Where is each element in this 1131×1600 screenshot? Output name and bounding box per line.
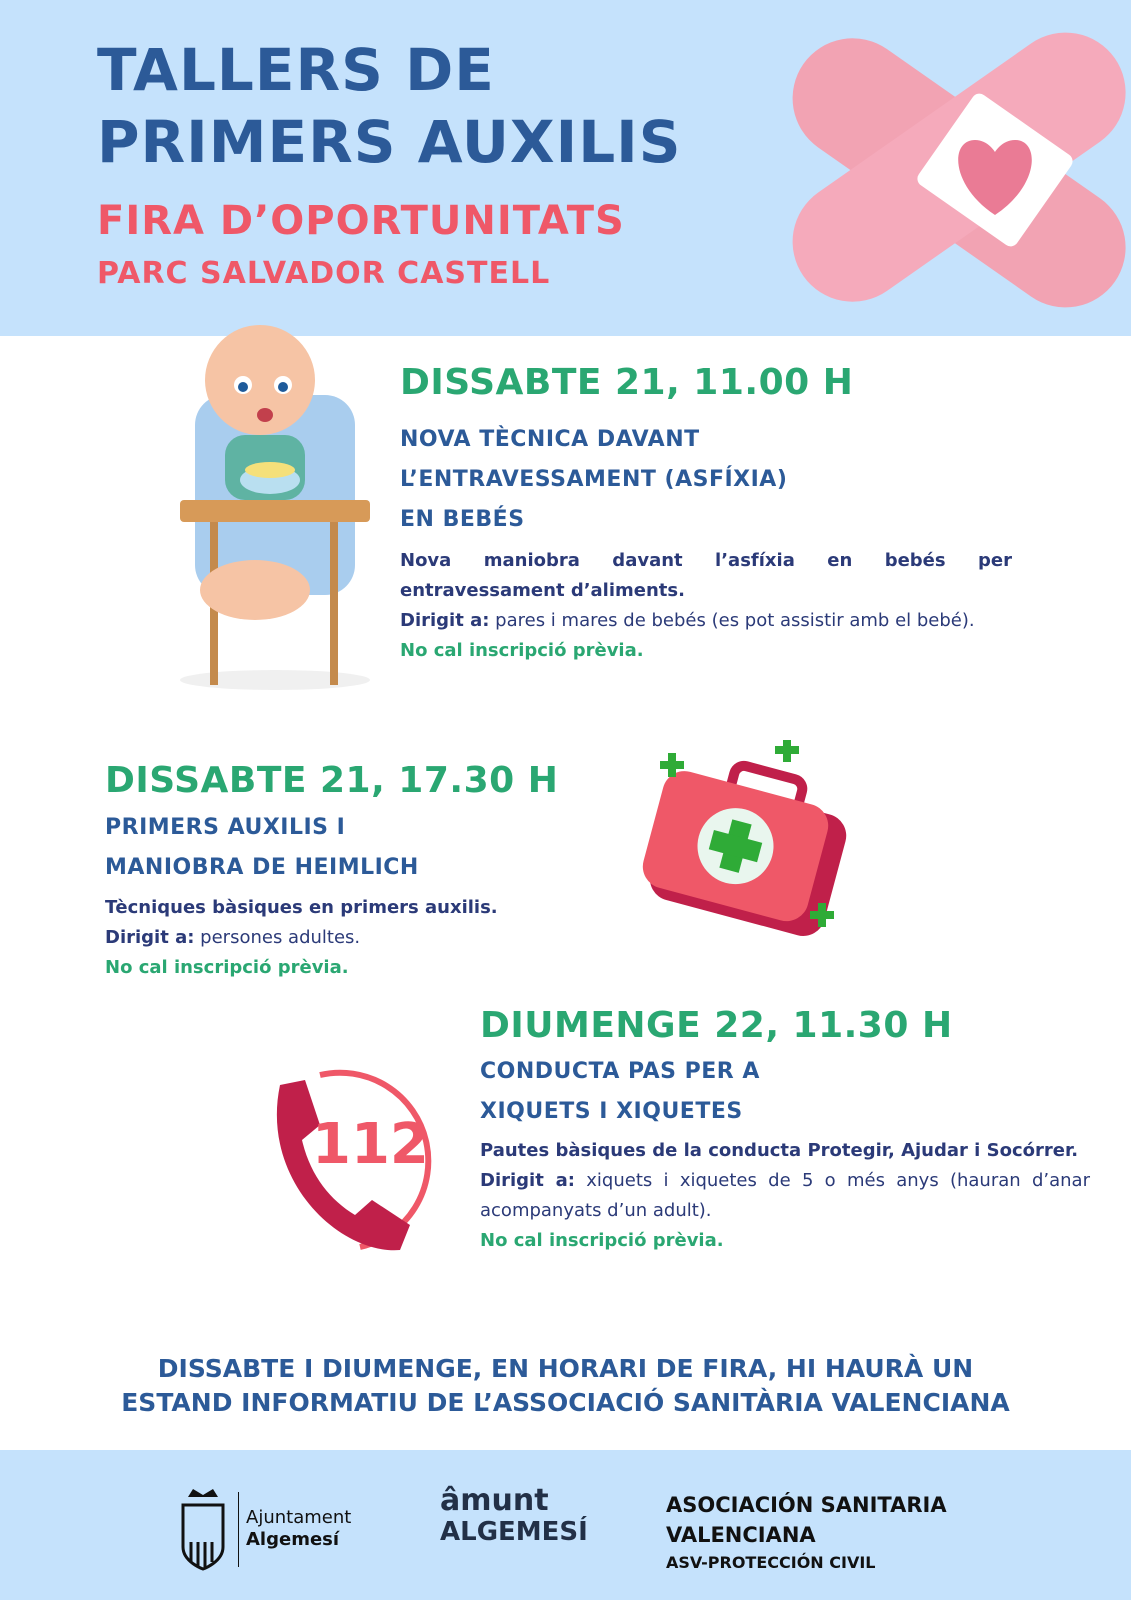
description: Nova maniobra davant l’asfíxia en bebés … [400, 550, 1012, 601]
logo-text: ALGEMESÍ [440, 1517, 588, 1547]
audience-label: Dirigit a: [105, 927, 195, 948]
description: Tècniques bàsiques en primers auxilis. [105, 897, 498, 918]
workshop-2-title: PRIMERS AUXILIS I MANIOBRA DE HEIMLICH [105, 808, 419, 888]
workshop-1-description: Nova maniobra davant l’asfíxia en bebés … [400, 546, 1012, 666]
workshop-1-date: DISSABTE 21, 11.00 H [400, 362, 854, 403]
baby-highchair-icon [180, 325, 370, 690]
audience-label: Dirigit a: [400, 610, 490, 631]
footer: Ajuntament Algemesí âmunt ALGEMESÍ ASOCI… [0, 1450, 1131, 1600]
audience-label: Dirigit a: [480, 1170, 575, 1191]
title-line: NOVA TÈCNICA DAVANT [400, 427, 700, 452]
logo-text: VALENCIANA [666, 1523, 816, 1547]
audience: pares i mares de bebés (es pot assistir … [495, 610, 975, 631]
coat-of-arms-icon [181, 1489, 225, 1571]
title-line: MANIOBRA DE HEIMLICH [105, 855, 419, 880]
registration-note: No cal inscripció prèvia. [480, 1230, 724, 1251]
phone-112-icon: 112 [250, 1060, 450, 1260]
audience: persones adultes. [200, 927, 361, 948]
subtitle: FIRA D’OPORTUNITATS [97, 198, 625, 244]
audience: xiquets i xiquetes de 5 o més anys (haur… [480, 1170, 1090, 1221]
description: Pautes bàsiques de la conducta Protegir,… [480, 1140, 1079, 1161]
bandage-icon [792, 32, 1126, 308]
amunt-algemesi-logo: âmunt ALGEMESÍ [440, 1483, 588, 1548]
emergency-number: 112 [312, 1112, 429, 1177]
registration-note: No cal inscripció prèvia. [105, 957, 349, 978]
logo-text: ASOCIACIÓN SANITARIA [666, 1493, 947, 1517]
notice-line: DISSABTE I DIUMENGE, EN HORARI DE FIRA, … [157, 1354, 974, 1383]
title-line-1: TALLERS DE [97, 36, 495, 104]
workshop-2-date: DISSABTE 21, 17.30 H [105, 760, 559, 801]
logo-text: Ajuntament [246, 1507, 352, 1528]
title-line: L’ENTRAVESSAMENT (ASFÍXIA) [400, 467, 788, 492]
first-aid-kit-icon [642, 740, 847, 936]
workshop-3-date: DIUMENGE 22, 11.30 H [480, 1005, 953, 1046]
title-line-2: PRIMERS AUXILIS [97, 108, 682, 176]
title-line: PRIMERS AUXILIS I [105, 815, 346, 840]
logo-text: âmunt [440, 1483, 549, 1518]
logo-text: Algemesí [246, 1529, 340, 1550]
phone-icon [276, 1069, 432, 1251]
title-line: XIQUETS I XIQUETES [480, 1099, 743, 1124]
ajuntament-logo: Ajuntament Algemesí [178, 1487, 378, 1572]
title-line: CONDUCTA PAS PER A [480, 1059, 760, 1084]
workshop-2-description: Tècniques bàsiques en primers auxilis. D… [105, 893, 605, 983]
notice-line: ESTAND INFORMATIU DE L’ASSOCIACIÓ SANITÀ… [121, 1388, 1010, 1417]
logo-text: ASV-PROTECCIÓN CIVIL [666, 1553, 876, 1572]
workshop-3-title: CONDUCTA PAS PER A XIQUETS I XIQUETES [480, 1052, 760, 1132]
asv-logo: ASOCIACIÓN SANITARIA VALENCIANA ASV-PROT… [666, 1490, 947, 1576]
workshop-3-description: Pautes bàsiques de la conducta Protegir,… [480, 1136, 1090, 1256]
bottom-notice: DISSABTE I DIUMENGE, EN HORARI DE FIRA, … [0, 1352, 1131, 1420]
workshop-1-title: NOVA TÈCNICA DAVANT L’ENTRAVESSAMENT (AS… [400, 420, 787, 540]
title-line: EN BEBÉS [400, 507, 525, 532]
registration-note: No cal inscripció prèvia. [400, 640, 644, 661]
header-banner: TALLERS DE PRIMERS AUXILIS FIRA D’OPORTU… [0, 0, 1131, 336]
location: PARC SALVADOR CASTELL [97, 256, 551, 291]
